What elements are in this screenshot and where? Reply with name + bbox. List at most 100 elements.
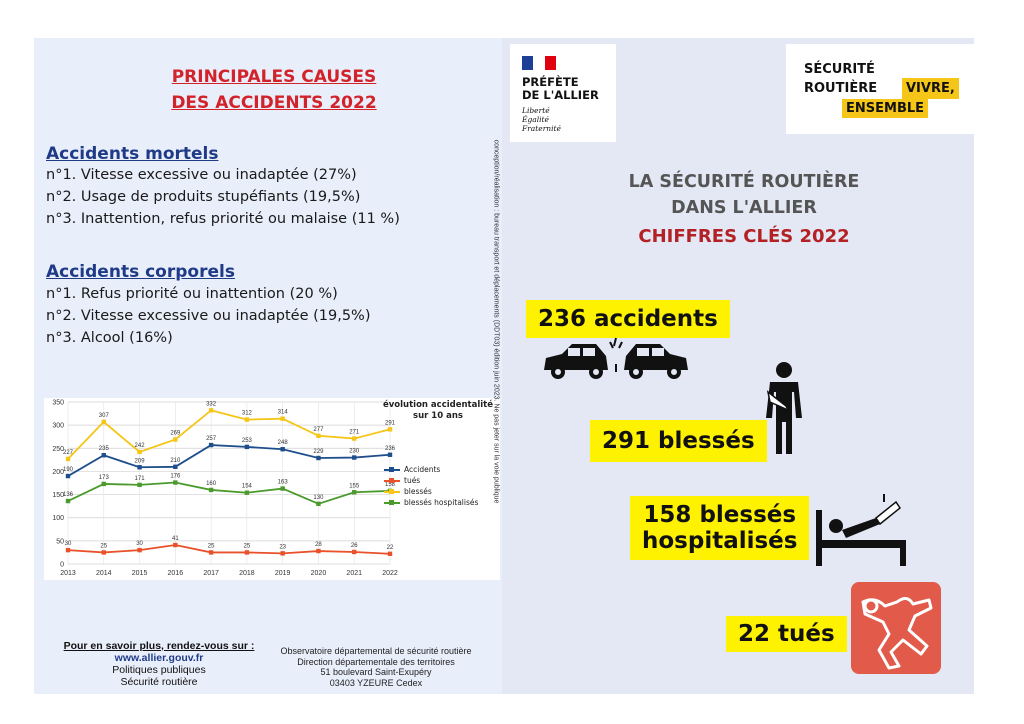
data-point [280,447,285,452]
x-tick-label: 2013 [60,570,76,577]
data-label: 173 [99,475,110,481]
legend-label: blessés [404,487,432,496]
cause-corporel-3: n°3. Alcool (16%) [46,330,173,346]
data-label: 163 [278,480,289,486]
headline-line2: DANS L'ALLIER [671,198,817,218]
series-line [67,409,391,460]
data-label: 23 [279,544,286,550]
data-point [352,455,357,460]
y-tick-label: 150 [52,492,64,499]
legend-swatch [384,466,400,472]
legend-item: Accidents [384,464,478,475]
chart-legend: Accidents tués blessés blessés hospitalisés [384,464,478,508]
series-line [67,444,391,477]
data-point [352,549,357,555]
data-point [101,419,106,425]
data-label: 248 [278,440,289,446]
data-label: 235 [99,446,110,452]
data-point [208,487,214,493]
chart-canvas: 0 50 100 150 200 250 300 350 2013 2014 2015 2016 201… [52,400,398,578]
data-label: 229 [313,449,324,455]
data-point [65,547,71,553]
data-label: 277 [313,427,324,433]
data-label: 190 [63,467,74,473]
hospital-bed-icon [816,494,906,566]
x-tick-label: 2014 [96,570,112,577]
cause-mortel-3: n°3. Inattention, refus priorité ou mala… [46,211,400,227]
cause-mortel-1: n°1. Vitesse excessive ou inadaptée (27%… [46,167,357,183]
data-label: 209 [135,458,146,464]
x-tick-label: 2021 [346,570,362,577]
data-point [101,481,106,487]
data-label: 160 [206,481,217,487]
data-point [280,551,285,556]
heading-accidents-mortels: Accidents mortels [46,144,219,164]
legend-item: blessés hospitalisés [384,497,478,508]
website-link[interactable]: www.allier.gouv.fr [114,652,204,664]
data-point [387,452,393,457]
legend-swatch [384,488,400,494]
y-tick-label: 250 [52,446,64,453]
footer-more-info: Pour en savoir plus, rendez-vous sur : w… [44,640,274,688]
data-point [387,427,393,432]
cause-mortel-2: n°2. Usage de produits stupéfiants (19,5… [46,189,361,205]
legend-swatch [384,499,400,505]
data-point [244,444,250,450]
data-point [137,482,142,488]
data-label: 22 [387,545,394,551]
car-crash-icon [544,337,688,379]
data-label: 307 [99,413,110,419]
y-tick-label: 300 [52,423,64,430]
data-label: 171 [135,476,146,482]
left-panel [34,38,502,694]
data-point [137,465,142,470]
data-label: 253 [242,438,253,444]
data-label: 25 [208,543,215,549]
x-tick-label: 2019 [275,570,291,577]
data-label: 242 [135,443,146,449]
data-point [208,408,214,413]
figure-blesses: 291 blessés [590,420,767,462]
heading-accidents-corporels: Accidents corporels [46,262,235,282]
data-label: 176 [170,474,181,480]
legend-label: tués [404,476,421,485]
injured-person-icon [766,362,802,454]
prefecture-logo: PRÉFÈTE DE L'ALLIER Liberté Égalité Frat… [510,44,616,142]
data-point [352,436,357,441]
data-label: 154 [242,484,253,490]
chart-title: évolution accidentalité sur 10 ans [382,400,494,421]
data-point [280,486,285,491]
data-label: 291 [385,420,396,426]
data-label: 130 [313,495,324,501]
x-tick-label: 2015 [132,570,148,577]
data-label: 30 [136,541,143,547]
figure-tues: 22 tués [726,616,847,652]
data-point [244,550,250,555]
data-label: 210 [170,458,181,464]
data-label: 155 [349,483,360,489]
y-tick-label: 0 [60,562,64,569]
data-label: 271 [349,430,360,436]
data-label: 314 [278,410,289,416]
data-point [244,417,250,422]
data-point [316,548,321,554]
accidentality-chart: 0 50 100 150 200 250 300 350 2013 2014 2015 2016 201… [44,398,500,580]
data-point [101,550,106,555]
data-label: 230 [349,449,360,455]
data-point [173,437,178,442]
vertical-credit: conception/réalisation : bureau transpor… [492,139,500,504]
data-point [65,473,71,479]
data-label: 269 [170,430,181,436]
data-point [101,453,106,458]
x-tick-label: 2016 [168,570,184,577]
body-outline-icon [851,582,941,674]
data-point [316,455,321,461]
flyer: PRINCIPALES CAUSES DES ACCIDENTS 2022 Ac… [34,38,974,694]
data-label: 257 [206,436,217,442]
securite-routiere-logo: SÉCURITÉ ROUTIÈRE VIVRE, ENSEMBLE [786,44,974,134]
x-tick-label: 2020 [311,570,327,577]
data-point [316,433,321,438]
data-point [280,416,285,421]
data-point [208,550,214,555]
data-label: 25 [100,543,107,549]
